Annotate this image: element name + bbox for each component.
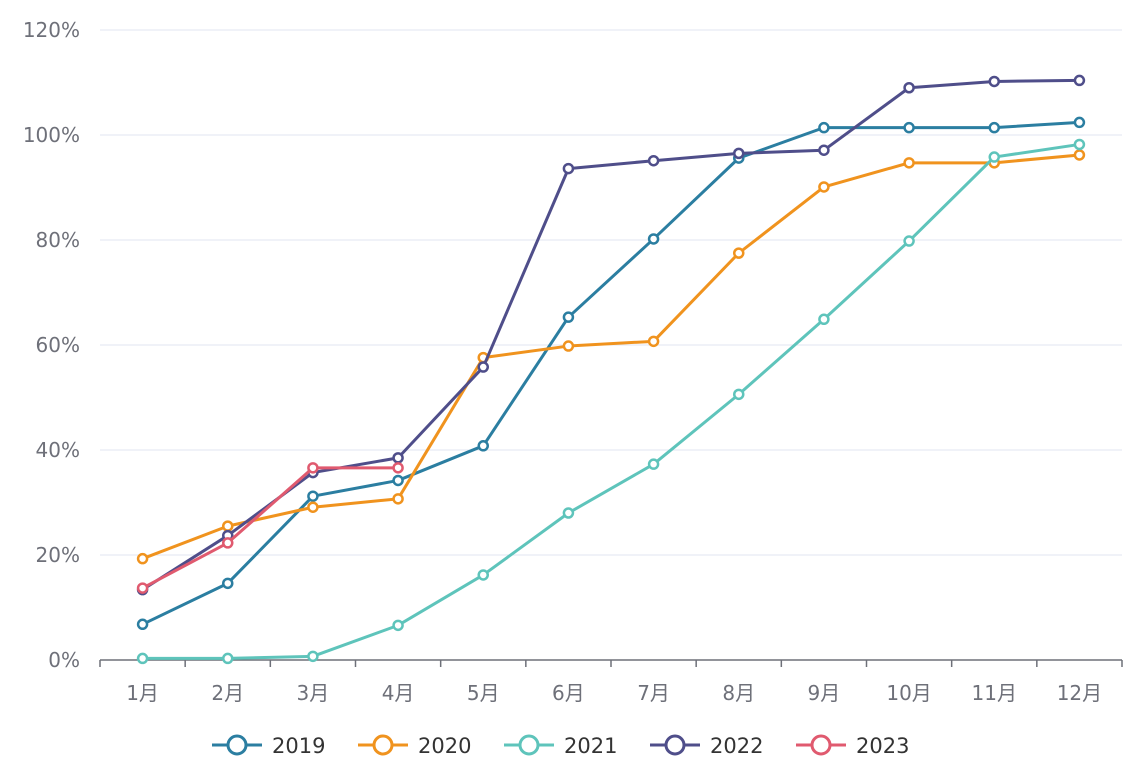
legend-label: 2020: [418, 734, 471, 758]
data-point[interactable]: [818, 121, 830, 134]
legend-item-2022[interactable]: 2022: [650, 734, 763, 758]
data-point[interactable]: [562, 340, 575, 352]
data-point[interactable]: [903, 121, 915, 134]
legend-label: 2022: [710, 734, 763, 758]
legend: 2019 2020 2021 2022 2023: [212, 734, 909, 758]
series-line-2021: [142, 142, 1080, 660]
data-point[interactable]: [1073, 138, 1086, 151]
data-point[interactable]: [733, 247, 745, 259]
data-point[interactable]: [733, 147, 745, 160]
data-point[interactable]: [562, 311, 575, 323]
data-point[interactable]: [392, 462, 404, 474]
x-tick-label: 1月: [126, 681, 159, 705]
data-point[interactable]: [1073, 74, 1086, 87]
series-line-2020: [142, 153, 1080, 561]
data-point[interactable]: [307, 462, 319, 474]
data-point[interactable]: [903, 235, 915, 247]
data-point[interactable]: [647, 233, 660, 245]
data-point[interactable]: [392, 493, 404, 505]
data-point[interactable]: [647, 458, 660, 470]
legend-item-2020[interactable]: 2020: [358, 734, 471, 758]
data-point[interactable]: [136, 618, 149, 631]
legend-label: 2019: [272, 734, 325, 758]
y-tick-label: 80%: [36, 228, 80, 252]
y-tick-label: 120%: [23, 18, 80, 42]
legend-item-2021[interactable]: 2021: [504, 734, 617, 758]
legend-label: 2023: [856, 734, 909, 758]
legend-item-2023[interactable]: 2023: [796, 734, 909, 758]
y-tick-label: 40%: [36, 438, 80, 462]
data-point[interactable]: [222, 652, 234, 665]
data-point[interactable]: [733, 388, 745, 401]
x-tick-label: 10月: [886, 681, 931, 705]
y-tick-label: 60%: [36, 333, 80, 357]
data-point[interactable]: [988, 75, 1000, 88]
x-axis-ticks: 1月 2月 3月 4月 5月 6月 7月 8月 9月 10月 11月 12月: [126, 681, 1102, 705]
data-point[interactable]: [818, 313, 830, 326]
data-point[interactable]: [903, 157, 915, 169]
series-lines: [136, 74, 1086, 665]
y-tick-label: 100%: [23, 123, 80, 147]
x-tick-label: 9月: [808, 681, 841, 705]
data-point[interactable]: [222, 520, 234, 532]
legend-circle-icon: [372, 734, 394, 756]
grid-lines: [100, 29, 1122, 556]
data-point[interactable]: [222, 537, 234, 549]
x-tick-label: 11月: [972, 681, 1017, 705]
y-tick-label: 0%: [48, 648, 80, 672]
data-point[interactable]: [562, 162, 575, 175]
series-2023: [136, 462, 404, 594]
data-point[interactable]: [477, 569, 489, 581]
data-point[interactable]: [903, 82, 915, 94]
series-line-2023: [141, 466, 399, 590]
x-tick-label: 6月: [552, 681, 585, 705]
data-point[interactable]: [647, 154, 660, 167]
series-line-2022: [141, 78, 1080, 591]
y-axis-ticks: 0% 20% 40% 60% 80% 100% 120%: [23, 18, 80, 672]
x-axis: [99, 659, 1123, 667]
legend-circle-icon: [810, 734, 832, 756]
x-tick-label: 4月: [382, 681, 415, 705]
data-point[interactable]: [988, 151, 1000, 163]
series-2020: [136, 149, 1086, 565]
data-point[interactable]: [818, 181, 830, 193]
x-tick-label: 5月: [467, 681, 500, 705]
data-point[interactable]: [1073, 116, 1086, 129]
x-tick-label: 3月: [297, 681, 330, 705]
x-tick-label: 12月: [1057, 681, 1102, 705]
data-point[interactable]: [307, 650, 319, 663]
series-2022: [136, 74, 1086, 596]
data-point[interactable]: [477, 440, 489, 452]
data-point[interactable]: [818, 144, 830, 156]
data-point[interactable]: [1073, 149, 1086, 161]
legend-circle-icon: [518, 734, 540, 756]
data-point[interactable]: [136, 652, 149, 665]
data-point[interactable]: [988, 121, 1000, 134]
data-point[interactable]: [307, 501, 319, 513]
data-point[interactable]: [392, 474, 404, 487]
x-tick-label: 8月: [722, 681, 755, 705]
data-point[interactable]: [477, 361, 489, 373]
x-tick-label: 2月: [211, 681, 244, 705]
series-line-2019: [141, 120, 1080, 626]
x-tick-label: 7月: [637, 681, 670, 705]
series-2019: [136, 116, 1086, 631]
legend-circle-icon: [664, 734, 686, 756]
data-point[interactable]: [222, 577, 234, 590]
legend-label: 2021: [564, 734, 617, 758]
data-point[interactable]: [392, 619, 404, 632]
data-point[interactable]: [392, 452, 404, 464]
data-point[interactable]: [647, 335, 660, 348]
data-point[interactable]: [136, 552, 149, 565]
data-point[interactable]: [136, 582, 149, 594]
legend-item-2019[interactable]: 2019: [212, 734, 325, 758]
series-2021: [136, 138, 1086, 665]
legend-circle-icon: [226, 734, 248, 756]
data-point[interactable]: [562, 507, 575, 519]
data-point[interactable]: [307, 490, 319, 502]
y-tick-label: 20%: [36, 543, 80, 567]
